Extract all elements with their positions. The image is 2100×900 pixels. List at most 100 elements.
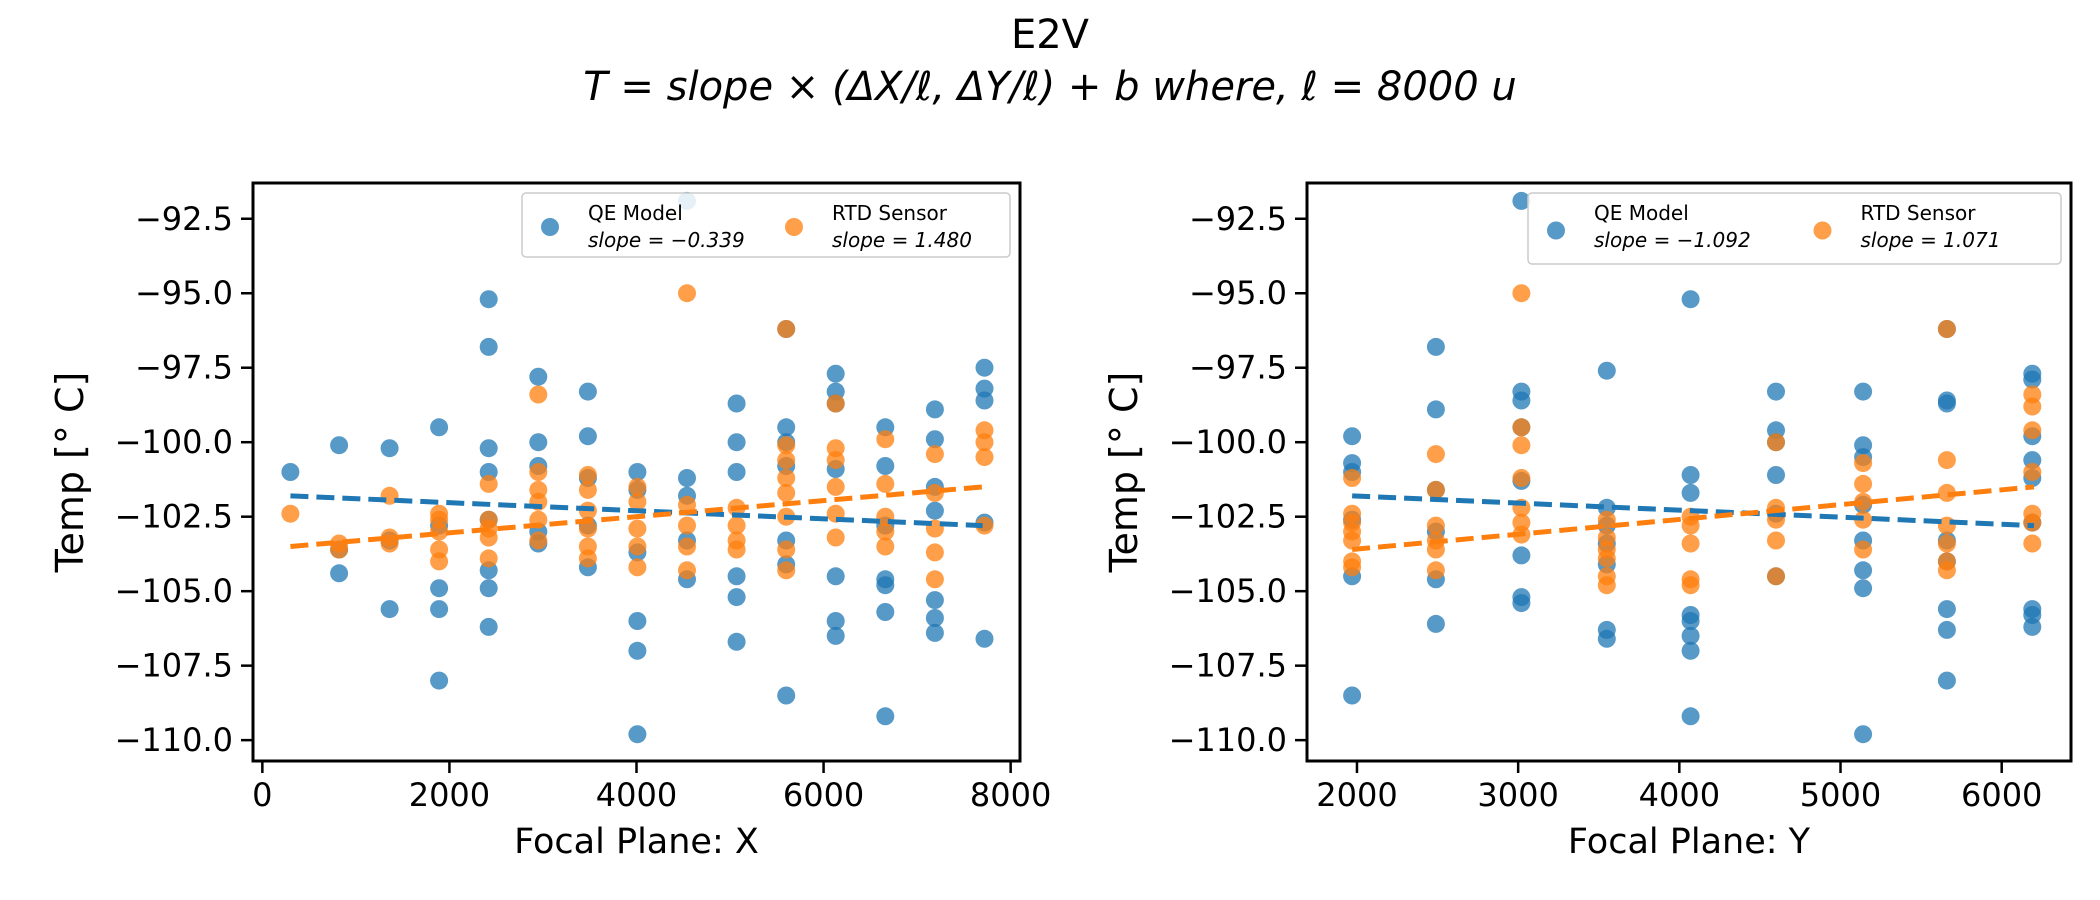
data-point	[678, 284, 696, 303]
y-tick-label: −102.5	[115, 498, 233, 536]
data-point	[628, 492, 647, 511]
data-point	[1681, 612, 1700, 630]
legend-slope-label: slope = −0.339	[588, 228, 745, 252]
data-point	[678, 516, 696, 535]
data-point	[975, 358, 994, 377]
plot-2: 2000 3000 4000 5000 6000 −92.5 −95.0 −97.5 −100.…	[1102, 181, 2073, 862]
data-point	[826, 364, 845, 383]
data-point	[628, 463, 647, 481]
data-point	[876, 430, 895, 449]
data-point	[925, 430, 944, 449]
data-point	[1854, 474, 1873, 493]
data-point	[1426, 337, 1445, 356]
data-point	[678, 469, 696, 487]
y-tick-label: −95.0	[135, 274, 233, 312]
data-point	[479, 474, 498, 493]
data-point	[578, 466, 597, 484]
data-point	[1512, 594, 1531, 613]
y-tick-label: −97.5	[135, 349, 233, 387]
x-tick-label: 6000	[1961, 776, 2042, 814]
data-point	[529, 463, 548, 481]
data-point	[1681, 707, 1700, 726]
figure-title: E2V	[1010, 12, 1090, 58]
data-point	[777, 418, 796, 437]
x-tick-label: 3000	[1477, 776, 1558, 814]
y-tick-label: −110.0	[1169, 721, 1287, 759]
data-point	[2023, 534, 2042, 553]
data-point	[975, 629, 994, 648]
data-point	[1937, 451, 1956, 470]
data-point	[430, 418, 449, 437]
data-point	[1512, 284, 1531, 303]
data-point	[628, 477, 647, 496]
data-point	[281, 463, 300, 481]
data-point	[1681, 576, 1700, 595]
fit-line	[290, 484, 983, 549]
data-point	[1854, 454, 1873, 473]
data-point	[876, 457, 895, 475]
data-point	[777, 561, 796, 580]
data-point	[529, 433, 548, 452]
data-point	[1854, 561, 1873, 580]
data-point	[2023, 397, 2042, 416]
data-point	[430, 579, 449, 598]
data-point	[578, 549, 597, 568]
data-point	[925, 591, 944, 610]
data-point	[479, 337, 498, 356]
data-point	[578, 427, 597, 446]
data-point	[1767, 433, 1785, 452]
data-point	[777, 686, 796, 705]
data-point	[1343, 531, 1362, 550]
data-point	[2023, 617, 2042, 636]
data-point	[1937, 483, 1956, 502]
data-point	[1937, 561, 1956, 580]
data-point	[430, 600, 449, 619]
data-point	[1597, 629, 1616, 648]
data-point	[479, 290, 498, 309]
data-point	[1681, 483, 1700, 502]
data-point	[430, 552, 449, 571]
data-point	[1426, 516, 1445, 535]
data-point	[529, 367, 548, 386]
legend: QE Model slope = −1.092 RTD Sensor slope = …	[1527, 192, 2062, 265]
data-point	[1426, 540, 1445, 559]
data-point	[727, 632, 746, 651]
data-point	[479, 549, 498, 568]
data-point	[1937, 600, 1956, 619]
data-point	[1597, 576, 1616, 595]
data-point	[777, 436, 796, 455]
data-point	[1512, 191, 1531, 210]
data-point	[777, 483, 796, 502]
data-point	[1937, 534, 1956, 553]
data-point	[975, 433, 994, 452]
data-point	[1937, 620, 1956, 639]
legend-marker	[541, 218, 559, 236]
data-point	[727, 540, 746, 559]
legend-series-name: QE Model	[588, 201, 683, 225]
data-point	[727, 516, 746, 535]
data-point	[628, 725, 647, 744]
data-point	[876, 522, 895, 541]
y-axis-label: Temp [° C]	[48, 372, 92, 574]
data-point	[826, 626, 845, 645]
data-point	[1937, 394, 1956, 413]
data-point	[777, 540, 796, 559]
data-point	[1937, 320, 1956, 338]
data-point	[826, 567, 845, 586]
x-axis-label: Focal Plane: X	[514, 822, 759, 862]
y-tick-label: −97.5	[1189, 349, 1287, 387]
legend-marker	[1813, 221, 1832, 240]
legend-series-name: RTD Sensor	[832, 201, 948, 225]
data-point	[876, 707, 895, 726]
legend-slope-label: slope = −1.092	[1594, 228, 1751, 252]
x-tick-label: 2000	[1316, 776, 1397, 814]
legend-series-name: RTD Sensor	[1861, 201, 1977, 225]
data-point	[876, 576, 895, 595]
y-tick-label: −105.0	[115, 572, 233, 610]
data-point	[826, 612, 845, 630]
figure-subtitle: T = slope × (ΔX/ℓ, ΔY/ℓ) + b where, ℓ = …	[583, 64, 1517, 110]
legend-slope-label: slope = 1.071	[1861, 228, 2001, 252]
data-point	[1343, 469, 1362, 487]
